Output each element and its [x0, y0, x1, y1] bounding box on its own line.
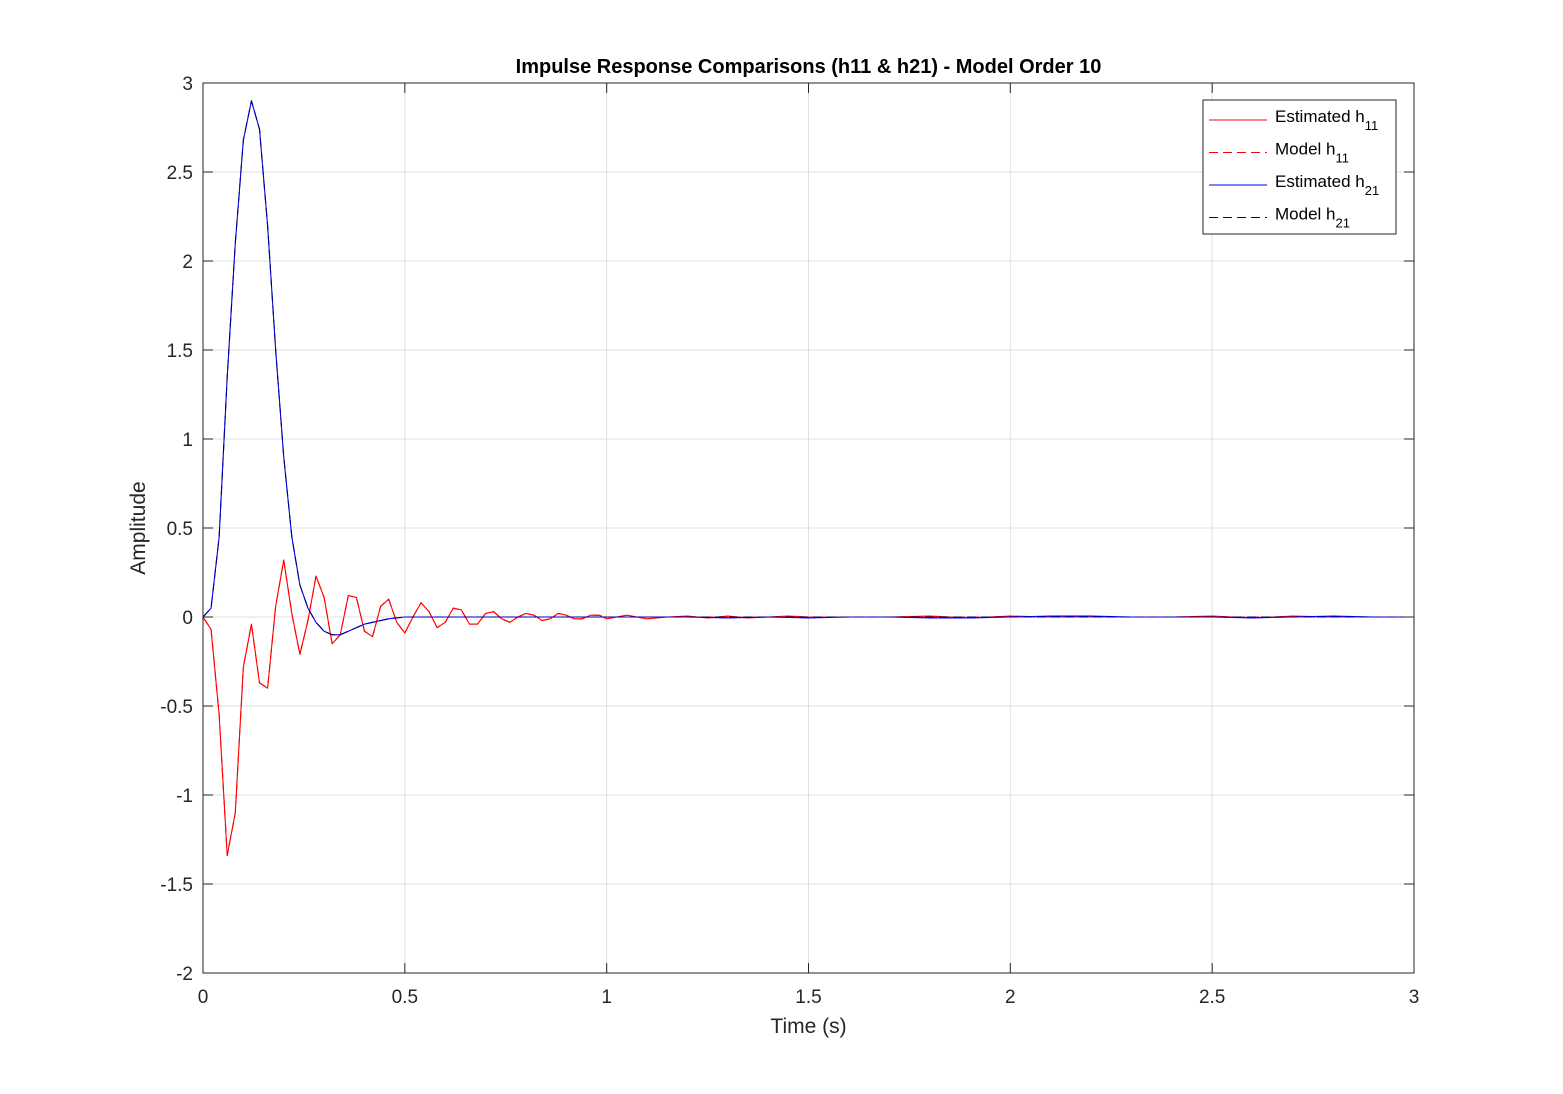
x-tick-label: 1.5: [795, 987, 821, 1008]
series-line-model-h21: [202, 100, 1414, 636]
legend-entry-label: Model h11: [1275, 140, 1349, 166]
legend-entry-subscript: 11: [1335, 151, 1349, 166]
y-axis-label: Amplitude: [127, 481, 150, 574]
y-tick-label: 3: [182, 74, 193, 95]
series-lines: [202, 100, 1414, 857]
legend-entry-subscript: 21: [1365, 183, 1379, 198]
y-tick-label: 2: [182, 252, 193, 273]
x-axis-label: Time (s): [770, 1015, 846, 1038]
x-tick-label: 0: [198, 987, 209, 1008]
y-tick-label: -2: [176, 964, 193, 985]
y-tick-label: -1: [176, 786, 193, 807]
y-tick-label: 0.5: [167, 519, 193, 540]
legend-entry-base: Model h: [1275, 205, 1335, 224]
legend-entry-label: Estimated h11: [1275, 107, 1378, 133]
y-tick-label: -1.5: [160, 875, 193, 896]
y-tick-label: -0.5: [160, 697, 193, 718]
y-tick-label: 1: [182, 430, 193, 451]
y-tick-label: 0: [182, 608, 193, 629]
x-tick-label: 2: [1005, 987, 1016, 1008]
legend-entry-label: Estimated h21: [1275, 172, 1379, 198]
x-tick-label: 1: [601, 987, 612, 1008]
legend-entry-subscript: 21: [1335, 216, 1349, 231]
y-tick-label: 2.5: [167, 163, 193, 184]
y-tick-label: 1.5: [167, 341, 193, 362]
axis-ticks: 0 0.5 1 1.5 2 2.5 3 -2 -1.5 -1 -0.5 0 0.5 1 1.5 2 2.5 3: [160, 74, 1419, 1008]
legend-entry-base: Model h: [1275, 140, 1335, 159]
legend-entry-base: Estimated h: [1275, 107, 1365, 126]
legend-entry-label: Model h21: [1275, 205, 1350, 231]
legend-entry-base: Estimated h: [1275, 172, 1365, 191]
chart-title: Impulse Response Comparisons (h11 & h21)…: [516, 56, 1102, 78]
x-tick-label: 2.5: [1199, 987, 1225, 1008]
x-tick-label: 0.5: [392, 987, 418, 1008]
legend-box: [1202, 99, 1397, 235]
legend-entry-subscript: 11: [1365, 118, 1379, 133]
x-tick-label: 3: [1409, 987, 1420, 1008]
